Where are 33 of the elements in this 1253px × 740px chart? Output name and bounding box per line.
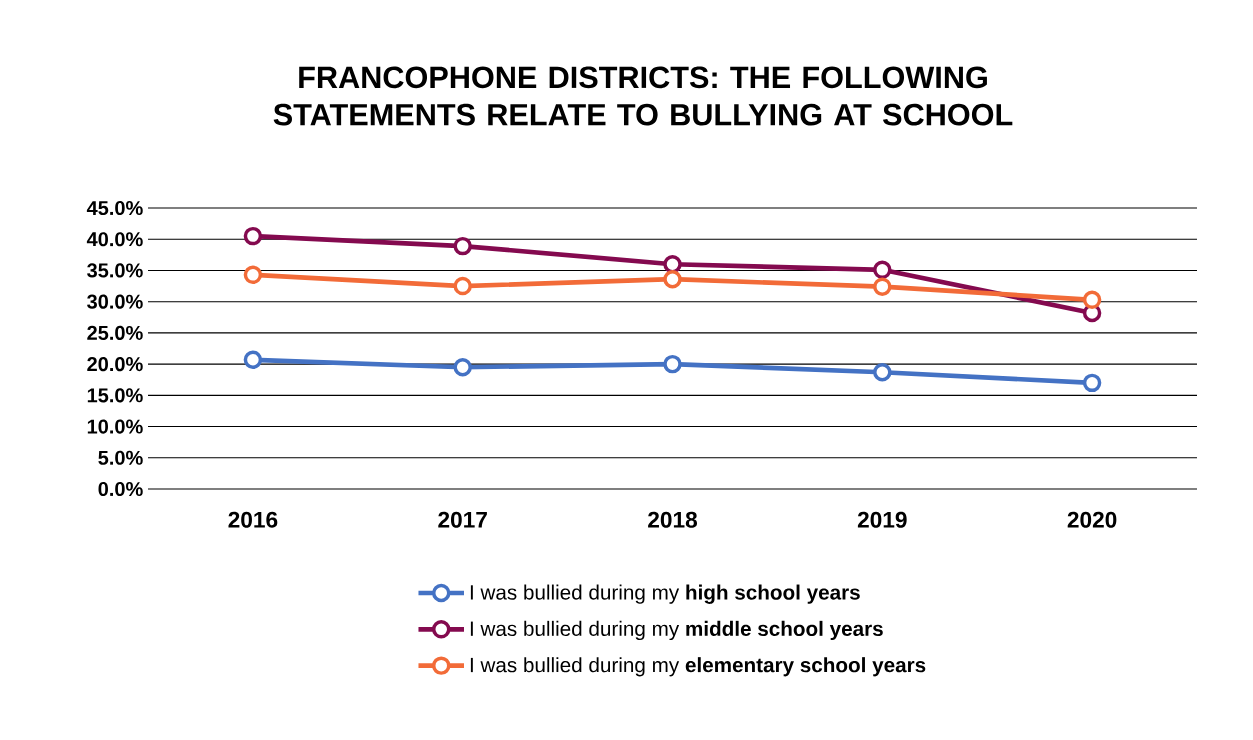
legend-label: I was bullied during my elementary school years xyxy=(470,657,926,677)
y-tick-label: 30.0% xyxy=(87,294,143,309)
legend-label: I was bullied during my middle school years xyxy=(470,620,883,641)
legend-label: I was bullied during my high school years xyxy=(470,584,860,604)
y-tick-label: 5.0% xyxy=(98,450,143,465)
x-tick-label: 2016 xyxy=(228,511,278,528)
point xyxy=(453,276,472,296)
y-tick-label: 35.0% xyxy=(87,263,143,278)
x-tick-label: 2017 xyxy=(438,511,487,528)
y-tick-label: 25.0% xyxy=(87,325,143,340)
point xyxy=(453,358,472,377)
point xyxy=(663,354,682,374)
y-tick-label: 45.0% xyxy=(86,200,143,216)
y-tick-label: 20.0% xyxy=(87,357,143,372)
point xyxy=(873,277,892,296)
point xyxy=(1082,290,1102,310)
y-tick-label: 10.0% xyxy=(87,419,143,434)
y-tick-label: 40.0% xyxy=(86,232,143,247)
point xyxy=(663,254,682,274)
y-tick-label: 15.0% xyxy=(87,388,143,403)
point xyxy=(873,260,892,280)
x-tick-label: 2018 xyxy=(648,511,698,528)
point xyxy=(1082,373,1102,393)
x-tick-label: 2020 xyxy=(1067,511,1117,528)
chart-title: FRANCOPHONE DISTRICTS: THE FOLLOWING STATEMENTS RELATE TO BULLYING AT SCHOOL xyxy=(273,66,1013,126)
point xyxy=(243,350,263,369)
point xyxy=(243,265,263,285)
point xyxy=(243,226,263,246)
point xyxy=(663,269,682,289)
point xyxy=(873,363,892,382)
x-tick-label: 2019 xyxy=(857,511,907,528)
point xyxy=(453,236,472,256)
y-tick-label: 0.0% xyxy=(98,481,143,497)
